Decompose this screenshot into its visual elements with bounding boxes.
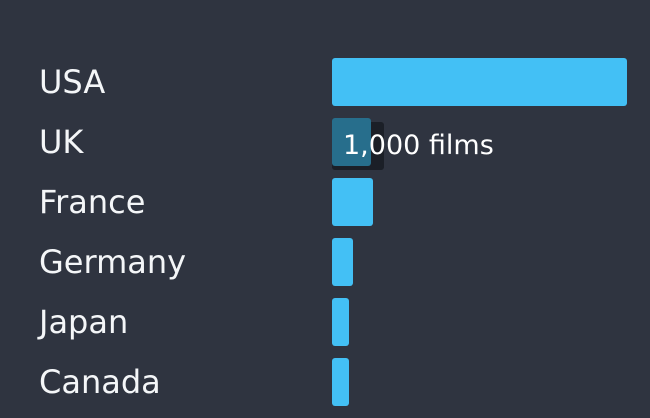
bar-row-germany: Germany — [0, 238, 650, 286]
tooltip: 1,000 films — [343, 130, 494, 161]
bar-japan[interactable] — [332, 298, 349, 346]
category-label: UK — [39, 123, 84, 161]
bar-canada[interactable] — [332, 358, 349, 406]
category-label: USA — [39, 63, 106, 101]
bar-row-japan: Japan — [0, 298, 650, 346]
bar-germany[interactable] — [332, 238, 353, 286]
category-label: Canada — [39, 363, 161, 401]
bar-row-france: France — [0, 178, 650, 226]
bar-row-uk: UK — [0, 118, 650, 170]
bar-usa[interactable] — [332, 58, 627, 106]
category-label: Japan — [39, 303, 129, 341]
bar-row-canada: Canada — [0, 358, 650, 406]
category-label: France — [39, 183, 146, 221]
bar-uk[interactable] — [332, 118, 371, 166]
category-label: Germany — [39, 243, 187, 281]
bar-france[interactable] — [332, 178, 373, 226]
bar-row-usa: USA — [0, 58, 650, 106]
